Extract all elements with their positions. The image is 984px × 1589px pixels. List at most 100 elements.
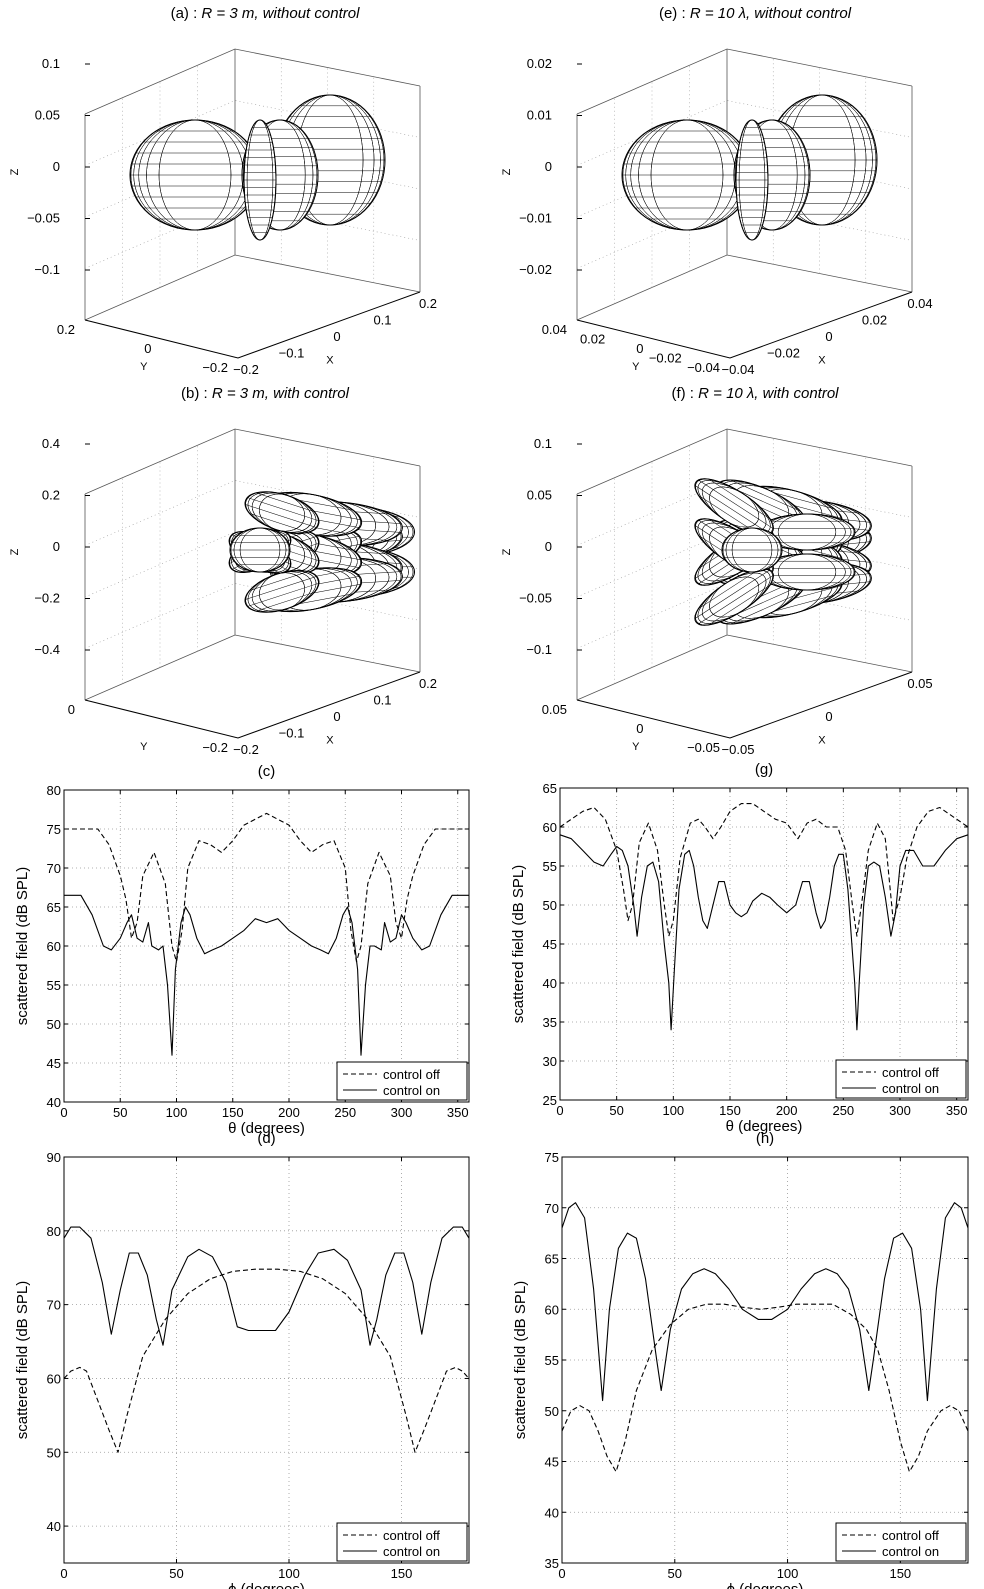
surface-mesh bbox=[228, 491, 415, 613]
z-tick-label: −0.02 bbox=[519, 262, 552, 277]
floor bbox=[85, 635, 420, 738]
y-tick-label: 0.04 bbox=[542, 322, 567, 337]
z-tick-label: 0.01 bbox=[527, 108, 552, 123]
y-axis-label: scattered field (dB SPL) bbox=[14, 867, 31, 1025]
x-tick-label: 0.2 bbox=[419, 676, 437, 691]
x-tick-label: 350 bbox=[447, 1105, 469, 1120]
z-tick-label: −0.01 bbox=[519, 211, 552, 226]
mesh-line bbox=[249, 571, 308, 591]
y-axis-label: scattered field (dB SPL) bbox=[510, 865, 527, 1023]
y-tick-label: 65 bbox=[545, 1252, 559, 1267]
y-tick-label: 0 bbox=[144, 341, 151, 356]
x-tick-label: 100 bbox=[166, 1105, 188, 1120]
z-tick-label: −0.05 bbox=[27, 211, 60, 226]
mesh-line bbox=[777, 513, 837, 551]
y-axis-label: Y bbox=[632, 361, 640, 373]
series-line-control-on bbox=[559, 834, 969, 1031]
y-tick-label: 60 bbox=[545, 1302, 559, 1317]
floor bbox=[85, 255, 420, 358]
mesh-line bbox=[249, 513, 308, 533]
y-tick-label: −0.05 bbox=[687, 740, 720, 755]
mesh-line bbox=[709, 486, 759, 528]
series-line-control-off bbox=[559, 803, 969, 937]
y-tick-label: −0.04 bbox=[687, 360, 720, 375]
x-tick-label: 50 bbox=[668, 1566, 682, 1581]
x-tick-label: 0.1 bbox=[373, 693, 391, 708]
title-label: (f) : bbox=[671, 385, 698, 402]
x-axis-label: θ (degrees) bbox=[726, 1118, 803, 1135]
y-tick-label: 0 bbox=[636, 721, 643, 736]
x-tick-label: −0.05 bbox=[722, 742, 755, 757]
y-tick-label: 80 bbox=[47, 1224, 61, 1239]
x-tick-label: 150 bbox=[391, 1566, 413, 1581]
panel-title: (f) : R = 10 λ, with control bbox=[671, 385, 839, 402]
series-line-control-off bbox=[63, 1268, 470, 1453]
y-axis-label: Y bbox=[632, 741, 640, 753]
x-tick-label: 350 bbox=[946, 1103, 968, 1118]
y-tick-label: 60 bbox=[543, 820, 557, 835]
surface-panel-b: (b) : R = 3 m, with control 0.4 0.2 0 −0.2 −0… bbox=[9, 385, 437, 757]
y-tick-label: 60 bbox=[47, 939, 61, 954]
x-tick-label: 0 bbox=[333, 329, 340, 344]
box-edge bbox=[84, 428, 421, 495]
x-axis-label: X bbox=[818, 354, 826, 366]
title-label: (b) : bbox=[181, 385, 212, 402]
x-tick-label: 0 bbox=[60, 1566, 67, 1581]
axis-line bbox=[576, 291, 913, 359]
lobe-center bbox=[243, 119, 277, 241]
z-tick-label: 0 bbox=[545, 159, 552, 174]
legend-label: control on bbox=[882, 1081, 939, 1096]
x-tick-label: 150 bbox=[719, 1103, 741, 1118]
mesh-line bbox=[709, 576, 759, 618]
x-tick-label: 0 bbox=[825, 709, 832, 724]
floor bbox=[577, 255, 912, 358]
y-tick-label: 80 bbox=[47, 783, 61, 798]
z-tick-label: 0.4 bbox=[42, 436, 60, 451]
floor bbox=[577, 635, 912, 738]
x-tick-label: 300 bbox=[391, 1105, 413, 1120]
y-tick-label: 0.2 bbox=[57, 322, 75, 337]
legend-label: control on bbox=[882, 1544, 939, 1559]
x-axis-label: ϕ (degrees) bbox=[727, 1581, 804, 1589]
mesh-line bbox=[730, 592, 801, 625]
x-tick-label: 200 bbox=[776, 1103, 798, 1118]
x-tick-label: 0.05 bbox=[907, 676, 932, 691]
x-tick-label: 300 bbox=[889, 1103, 911, 1118]
x-tick-label: 0 bbox=[333, 709, 340, 724]
mesh-line bbox=[698, 479, 774, 529]
legend-label: control off bbox=[383, 1067, 440, 1082]
legend-box bbox=[835, 1059, 967, 1099]
box-edge bbox=[576, 48, 913, 115]
chart-title: (d) bbox=[257, 1130, 275, 1147]
x-tick-label: −0.02 bbox=[767, 346, 800, 361]
surface-panel-e: (e) : R = 10 λ, without control 0.02 0.01 0… bbox=[501, 5, 933, 377]
y-tick-label: 45 bbox=[545, 1455, 559, 1470]
mesh-line bbox=[730, 479, 801, 512]
mesh-line bbox=[259, 493, 305, 532]
axis-line bbox=[84, 291, 421, 359]
lobe-upper bbox=[694, 478, 774, 536]
x-tick-label: −0.2 bbox=[233, 362, 259, 377]
series-line-control-on bbox=[561, 1202, 969, 1402]
lobe-center bbox=[721, 527, 783, 573]
x-tick-label: 0.02 bbox=[862, 313, 887, 328]
y-tick-label: 50 bbox=[47, 1445, 61, 1460]
mesh-line bbox=[708, 478, 771, 520]
mesh-line bbox=[694, 569, 770, 619]
chart-title: (h) bbox=[756, 1130, 774, 1147]
x-tick-label: −0.1 bbox=[279, 346, 305, 361]
z-tick-label: −0.1 bbox=[34, 262, 60, 277]
y-tick-label: 75 bbox=[545, 1150, 559, 1165]
mesh-line bbox=[245, 576, 317, 600]
z-tick-label: 0.02 bbox=[527, 56, 552, 71]
x-tick-label: 100 bbox=[662, 1103, 684, 1118]
y-tick-label: 40 bbox=[47, 1095, 61, 1110]
mesh-line bbox=[247, 497, 319, 522]
y-tick-label: 0.02 bbox=[580, 332, 605, 347]
y-tick-label: 25 bbox=[543, 1093, 557, 1108]
z-axis-label: Z bbox=[501, 168, 513, 175]
chart-h: (h) 0 50 100 150 35 40 45 50 55 60 65 70 75 ϕ (degrees… bbox=[512, 1130, 969, 1589]
x-tick-label: 0 bbox=[825, 329, 832, 344]
